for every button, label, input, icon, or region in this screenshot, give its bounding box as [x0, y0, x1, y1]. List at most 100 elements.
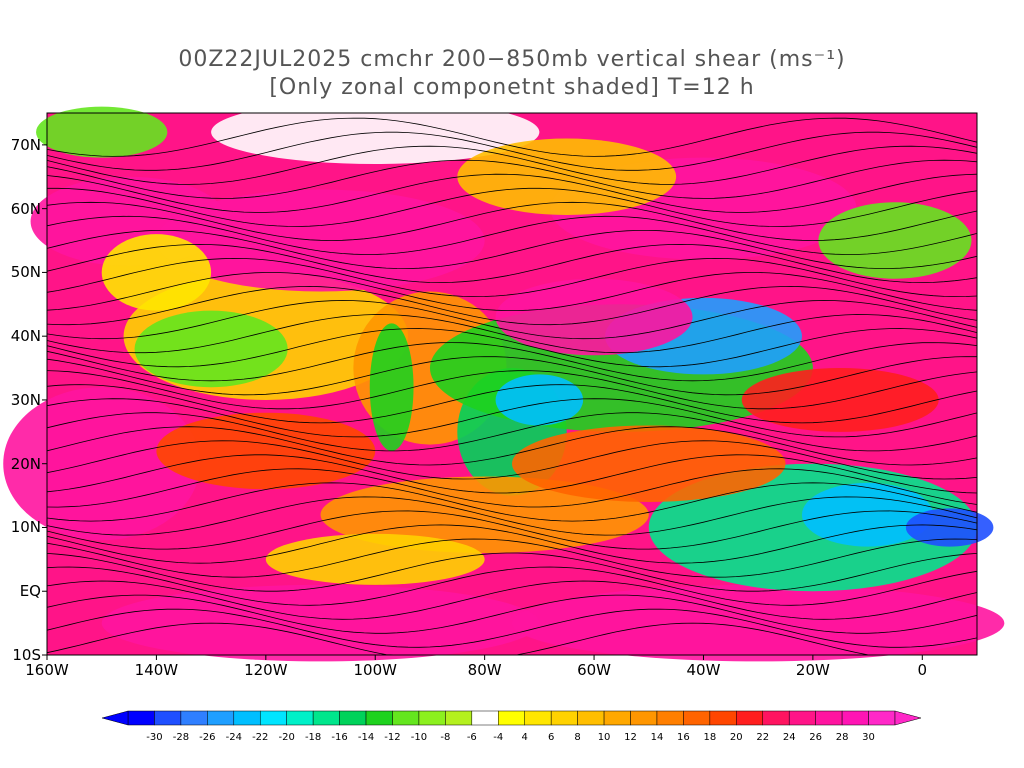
shear-blob — [457, 138, 677, 216]
streamline — [46, 538, 978, 578]
shaded-field — [3, 100, 1005, 662]
colorbar-label: -18 — [304, 732, 322, 743]
streamlines — [46, 117, 978, 656]
streamline — [46, 215, 978, 255]
colorbar-swatch — [180, 710, 208, 726]
colorbar-label: -6 — [466, 732, 477, 743]
colorbar-swatch — [154, 710, 182, 726]
colorbar-label: -14 — [357, 732, 375, 743]
lon-label: 100W — [353, 661, 397, 679]
colorbar-label: 28 — [835, 732, 849, 743]
colorbar-swatch — [312, 710, 340, 726]
shear-blob — [801, 482, 934, 547]
streamline — [46, 426, 978, 466]
colorbar-max-arrow — [894, 710, 922, 726]
streamline — [46, 552, 978, 592]
lon-label: 40W — [686, 661, 721, 679]
lat-label: 70N — [10, 135, 41, 154]
colorbar-swatch — [524, 710, 552, 726]
lon-label: 80W — [467, 661, 502, 679]
shear-blob — [36, 106, 168, 158]
colorbar-swatch — [445, 710, 473, 726]
streamline — [46, 524, 978, 564]
colorbar-swatch — [815, 710, 843, 726]
colorbar-label: -12 — [384, 732, 401, 743]
shear-blob — [211, 100, 540, 165]
streamline — [46, 300, 978, 340]
streamline — [46, 173, 978, 213]
streamline — [46, 510, 978, 550]
colorbar-swatch — [259, 710, 287, 726]
lon-label: 60W — [577, 661, 611, 679]
lat-label: 30N — [10, 390, 41, 409]
shear-blob — [905, 508, 994, 547]
colorbar-label: 18 — [703, 732, 717, 743]
map-frame — [46, 112, 978, 656]
colorbar-swatch — [577, 710, 605, 726]
streamline — [46, 272, 978, 311]
streamline — [46, 468, 978, 508]
shear-blob — [369, 323, 414, 451]
streamline — [46, 398, 978, 438]
colorbar-swatch — [286, 710, 314, 726]
streamline — [46, 243, 978, 284]
colorbar-swatch — [550, 710, 578, 726]
streamline — [46, 159, 978, 199]
colorbar-label: 20 — [729, 732, 743, 743]
colorbar-label: 30 — [862, 732, 875, 743]
streamline — [46, 230, 978, 270]
streamline — [46, 496, 978, 536]
colorbar-label: 24 — [782, 732, 796, 743]
colorbar-label: 12 — [624, 732, 637, 743]
streamline — [46, 314, 978, 354]
lon-label: 0 — [917, 661, 928, 679]
shear-blob — [265, 533, 485, 585]
colorbar-label: -10 — [410, 732, 428, 743]
streamline — [46, 594, 978, 634]
streamline — [46, 356, 978, 396]
streamline — [46, 412, 978, 452]
colorbar-swatch — [603, 710, 631, 726]
chart-title-line1: 00Z22JUL2025 cmchr 200−850mb vertical sh… — [178, 47, 846, 72]
shear-blob — [512, 584, 1005, 662]
lon-label: 20W — [795, 661, 830, 679]
lat-label: 60N — [10, 199, 41, 218]
colorbar-swatch — [392, 710, 420, 726]
colorbar-label: -20 — [278, 732, 295, 743]
streamline — [46, 145, 978, 185]
streamline — [46, 370, 978, 410]
shear-blob — [3, 387, 201, 541]
colorbar-swatch — [841, 710, 869, 726]
chart-title-line2: [Only zonal componetnt shaded] T=12 h — [269, 75, 755, 100]
colorbar-label: 16 — [677, 732, 690, 743]
colorbar-swatch — [683, 710, 711, 726]
streamline — [46, 440, 978, 480]
colorbar-swatch — [127, 710, 155, 726]
lat-label: 40N — [10, 327, 41, 346]
streamline — [46, 328, 978, 368]
colorbar-swatch — [233, 710, 261, 726]
colorbar-swatch — [868, 710, 896, 726]
colorbar-swatch — [788, 710, 816, 726]
colorbar-label: 8 — [574, 732, 581, 743]
colorbar-label: 22 — [756, 732, 770, 743]
streamline — [47, 187, 978, 227]
colorbar-label: 10 — [597, 732, 611, 743]
streamline — [46, 131, 978, 171]
lon-label: 120W — [244, 661, 288, 679]
colorbar-swatch — [418, 710, 446, 726]
colorbar-label: -4 — [493, 732, 504, 743]
shear-blob — [134, 310, 288, 388]
colorbar-label: -24 — [225, 732, 242, 743]
lat-label: 20N — [10, 454, 41, 473]
streamline — [46, 384, 978, 424]
streamline — [46, 580, 978, 620]
colorbar-label: 14 — [650, 732, 664, 743]
streamline — [46, 201, 978, 241]
shear-blob — [101, 584, 540, 662]
streamline — [46, 454, 978, 494]
colorbar-swatch — [339, 710, 367, 726]
colorbar-min-arrow — [101, 710, 129, 726]
